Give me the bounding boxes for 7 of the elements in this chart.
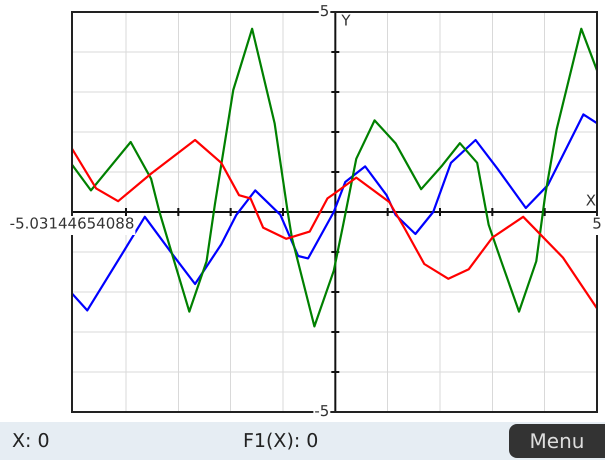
menu-button[interactable]: Menu bbox=[509, 424, 605, 458]
text: F1(X): 0 bbox=[243, 430, 318, 452]
y-tick-label: -5 bbox=[314, 402, 330, 420]
y-axis-title: Y bbox=[340, 11, 352, 30]
text: X: 0 bbox=[12, 430, 50, 452]
x-axis-title: X bbox=[586, 191, 596, 210]
x-tick-label: -5.03144654088 bbox=[10, 214, 134, 232]
